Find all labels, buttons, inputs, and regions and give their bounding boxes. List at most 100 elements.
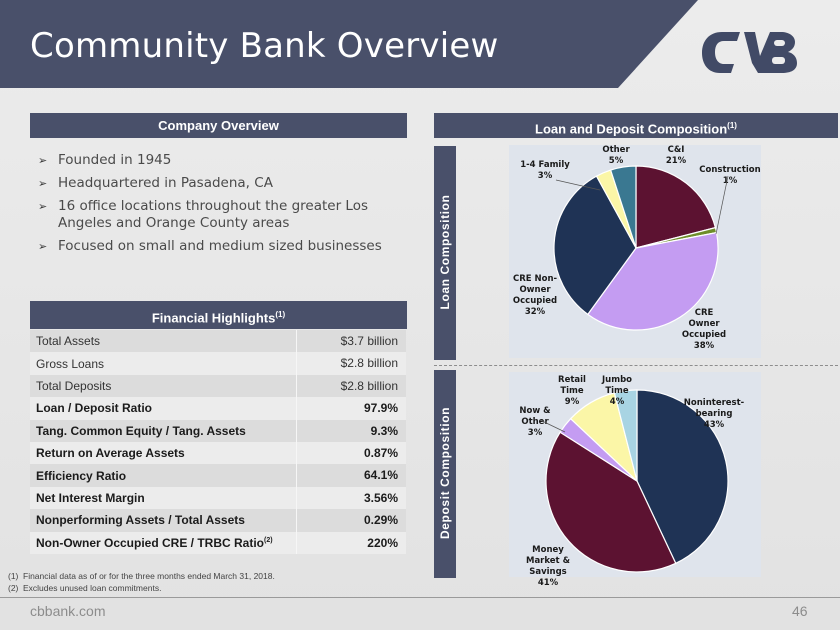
table-row: Total Deposits $2.8 billion [30, 374, 406, 398]
bullet-text: 16 office locations throughout the great… [58, 198, 368, 231]
pie-label-other: Other 5% [602, 145, 630, 166]
title-band-shape [0, 0, 698, 88]
row-value: 220% [296, 531, 406, 554]
title-band: Community Bank Overview [0, 0, 840, 88]
bullet-text: Focused on small and medium sized busine… [58, 238, 382, 254]
row-label: Nonperforming Assets / Total Assets [36, 513, 245, 528]
composition-heading: Loan and Deposit Composition(1) [434, 113, 838, 138]
composition-heading-text: Loan and Deposit Composition [535, 121, 728, 137]
row-value: 64.1% [296, 464, 406, 487]
footnotes: (1) Financial data as of or for the three… [8, 570, 275, 594]
pie-label-now-other: Now & Other 3% [519, 406, 551, 438]
row-label: Loan / Deposit Ratio [36, 401, 153, 416]
table-row: Efficiency Ratio 64.1% [30, 464, 406, 487]
row-label: Net Interest Margin [36, 490, 145, 505]
bullet-item: ➢ Headquartered in Pasadena, CA [38, 175, 408, 192]
row-label: Total Deposits [36, 378, 112, 393]
bullet-text: Founded in 1945 [58, 152, 172, 168]
footer-site[interactable]: cbbank.com [30, 603, 106, 619]
row-value: $3.7 billion [296, 330, 406, 353]
row-value: 3.56% [296, 486, 406, 510]
table-row: Return on Average Assets 0.87% [30, 441, 406, 465]
pie-label-pct: 43% [704, 420, 725, 430]
footnote-text: Financial data as of or for the three mo… [23, 571, 275, 581]
divider-dashed [434, 365, 838, 366]
arrow-bullet-icon: ➢ [38, 240, 48, 253]
bullet-item: ➢ Founded in 1945 [38, 152, 408, 169]
pie-label-pct: 38% [694, 341, 715, 351]
row-label: Total Assets [36, 334, 101, 349]
arrow-bullet-icon: ➢ [38, 154, 48, 167]
pie-slice-jumbo-time [613, 389, 638, 482]
footnote: (1) Financial data as of or for the three… [8, 570, 275, 582]
bullet-item: ➢ 16 office locations throughout the grea… [38, 198, 408, 232]
row-label-text: Non-Owner Occupied CRE / TRBC Ratio [36, 535, 265, 550]
footnote-number: (2) [8, 583, 19, 593]
page-number: 46 [792, 603, 808, 619]
pie-label-pct: 4% [610, 397, 625, 407]
pie-label-pct: 41% [538, 578, 559, 588]
pie-label-retail-time: Retail Time 9% [558, 375, 586, 407]
table-row: Tang. Common Equity / Tang. Assets 9.3% [30, 419, 406, 442]
loan-composition-band: Loan Composition [434, 146, 456, 360]
row-value: $2.8 billion [296, 374, 406, 398]
deposit-pie [545, 389, 729, 573]
pie-labels: C&I 21% Construction 1% CRE Owner Occupied 38% C… [513, 145, 761, 588]
company-overview-heading-text: Company Overview [158, 118, 279, 133]
row-value: $2.8 billion [296, 352, 406, 375]
pie-slice-other [609, 165, 637, 249]
pie-label-cre-owner-occupied: CRE Owner Occupied 38% [682, 308, 726, 351]
footer-divider [0, 597, 840, 598]
footnote-ref: (1) [275, 310, 286, 319]
row-label: Return on Average Assets [36, 446, 185, 461]
row-value: 0.29% [296, 509, 406, 532]
table-row: Gross Loans $2.8 billion [30, 352, 406, 375]
pie-slice-c-i [635, 165, 717, 249]
pie-slice-noninterest-bearing [636, 389, 729, 565]
pie-label-c-i: C&I 21% [666, 145, 687, 166]
pie-label-pct: 5% [609, 156, 624, 166]
row-label: Efficiency Ratio [36, 468, 127, 483]
row-label: Tang. Common Equity / Tang. Assets [36, 423, 246, 438]
pie-label-noninterest-bearing: Noninterest-bearing 43% [684, 398, 745, 430]
pie-label-jumbo-time: Jumbo Time 4% [601, 375, 632, 407]
pie-label-pct: 21% [666, 156, 687, 166]
row-value: 0.87% [296, 441, 406, 465]
leader-line [555, 179, 601, 191]
pie-label-construction: Construction 1% [699, 165, 760, 186]
arrow-bullet-icon: ➢ [38, 200, 48, 213]
footnote-ref: (2) [264, 536, 273, 544]
table-row: Loan / Deposit Ratio 97.9% [30, 397, 406, 420]
pie-label-cre-non-owner-occupied: CRE Non-Owner Occupied 32% [513, 274, 558, 317]
pie-label-pct: 1% [723, 176, 738, 186]
row-label: Non-Owner Occupied CRE / TRBC Ratio(2) [30, 536, 296, 550]
pie-label-money-market-savings: Money Market & Savings 41% [526, 545, 571, 588]
row-label: Gross Loans [36, 356, 105, 371]
loan-pie [553, 165, 719, 331]
company-overview-list: ➢ Founded in 1945 ➢ Headquartered in Pasad… [38, 152, 408, 261]
row-value: 9.3% [296, 419, 406, 442]
bullet-item: ➢ Focused on small and medium sized busin… [38, 238, 408, 255]
page-title: Community Bank Overview [30, 26, 499, 66]
pie-label-pct: 9% [565, 397, 580, 407]
pie-slice-cre-owner-occupied [586, 231, 719, 331]
company-overview-heading: Company Overview [30, 113, 407, 138]
pie-label-pct: 32% [525, 307, 546, 317]
table-row: Nonperforming Assets / Total Assets 0.29% [30, 509, 406, 532]
pie-slice-money-market-savings [545, 431, 677, 573]
financial-highlights-heading-text: Financial Highlights [151, 310, 276, 326]
financial-highlights-heading: Financial Highlights(1) [30, 301, 407, 329]
footnote-text: Excludes unused loan commitments. [23, 583, 162, 593]
pie-label-1-4-family: 1-4 Family 3% [520, 160, 570, 181]
cvb-logo [702, 32, 797, 73]
financial-highlights-table: Total Assets $3.7 billion Gross Loans $2.8… [30, 330, 406, 554]
arrow-bullet-icon: ➢ [38, 177, 48, 190]
pie-label-pct: 3% [528, 428, 543, 438]
row-value: 97.9% [296, 397, 406, 420]
table-row: Non-Owner Occupied CRE / TRBC Ratio(2) 22… [30, 531, 406, 554]
footnote-ref: (1) [727, 121, 737, 130]
bullet-text: Headquartered in Pasadena, CA [58, 175, 273, 191]
pie-label-pct: 3% [538, 171, 553, 181]
